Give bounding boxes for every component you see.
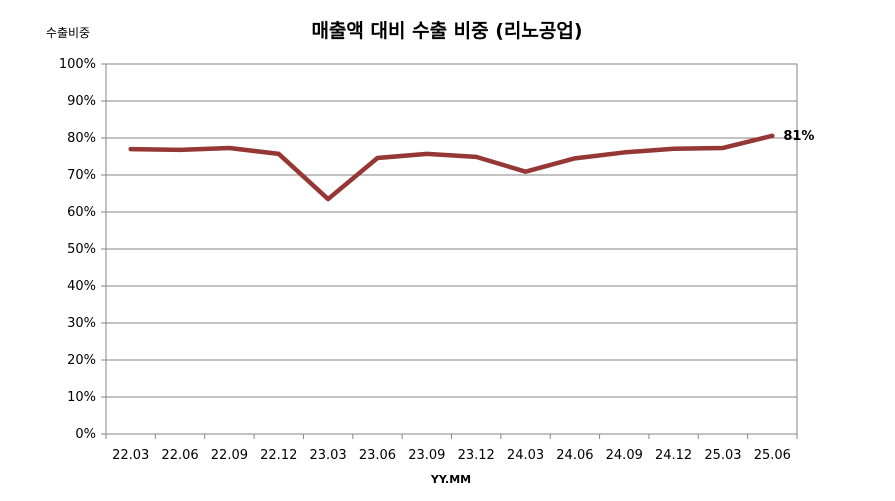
x-tick-label: 23.03: [309, 448, 346, 463]
x-tick-label: 23.12: [458, 448, 495, 463]
x-tick-label: 23.09: [408, 448, 445, 463]
x-tick-label: 22.06: [161, 448, 198, 463]
series-line: [128, 133, 775, 202]
data-point: [227, 146, 231, 150]
x-tick-label: 23.06: [359, 448, 396, 463]
data-point: [770, 134, 774, 138]
x-tick-label: 24.03: [507, 448, 544, 463]
data-point: [425, 152, 429, 156]
x-axis-label: YY.MM: [430, 473, 471, 486]
gridlines: [106, 63, 797, 435]
x-tick-label: 25.06: [754, 448, 791, 463]
y-tick-label: 0%: [75, 427, 96, 442]
y-tick-label: 50%: [67, 242, 96, 257]
x-tick-label: 22.09: [211, 448, 248, 463]
y-tick-label: 20%: [67, 353, 96, 368]
data-point: [721, 146, 725, 150]
series-group: [128, 133, 775, 202]
data-point: [524, 170, 528, 174]
y-tick-label: 10%: [67, 390, 96, 405]
y-tick-label: 60%: [67, 205, 96, 220]
data-label: 81%: [783, 129, 814, 144]
y-axis: 0% 10% 20% 30% 40% 50% 60% 70% 80% 90% 100%: [59, 57, 106, 442]
data-point: [277, 152, 281, 156]
data-point: [129, 147, 133, 151]
y-axis-label: 수출비중: [46, 26, 90, 40]
y-tick-label: 90%: [67, 94, 96, 109]
data-point: [672, 147, 676, 151]
data-point: [178, 148, 182, 152]
data-point: [474, 155, 478, 159]
x-tick-label: 25.03: [704, 448, 741, 463]
y-tick-label: 100%: [59, 57, 96, 72]
data-point: [326, 197, 330, 201]
x-tick-label: 24.12: [655, 448, 692, 463]
y-tick-label: 30%: [67, 316, 96, 331]
chart-title: 매출액 대비 수출 비중 (리노공업): [311, 20, 582, 42]
x-axis: 22.03 22.06 22.09 22.12 23.03 23.06 23.09 23.12…: [105, 434, 798, 463]
y-tick-label: 80%: [67, 131, 96, 146]
y-tick-label: 40%: [67, 279, 96, 294]
x-tick-label: 24.06: [556, 448, 593, 463]
data-point: [375, 156, 379, 160]
x-tick-label: 24.09: [606, 448, 643, 463]
data-point: [573, 156, 577, 160]
x-tick-label: 22.03: [112, 448, 149, 463]
data-labels: 81%: [783, 129, 814, 144]
y-tick-label: 70%: [67, 168, 96, 183]
x-tick-label: 22.12: [260, 448, 297, 463]
data-point: [622, 150, 626, 154]
